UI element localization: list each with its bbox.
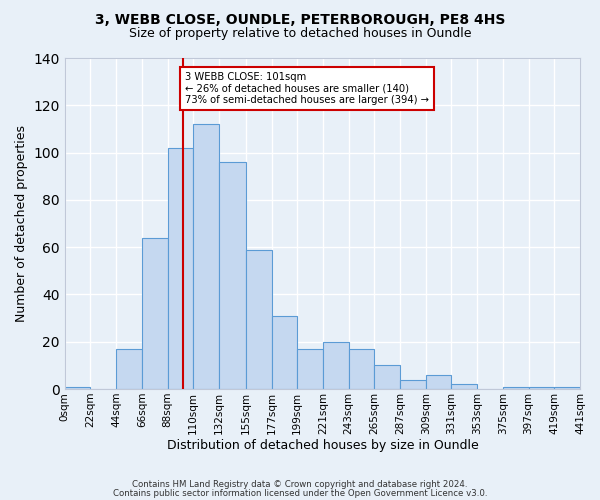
Bar xyxy=(349,349,374,389)
Bar xyxy=(323,342,349,389)
Bar xyxy=(142,238,167,389)
Bar xyxy=(529,386,554,389)
Bar xyxy=(246,250,272,389)
Bar xyxy=(167,148,193,389)
Bar xyxy=(219,162,246,389)
Bar xyxy=(451,384,477,389)
X-axis label: Distribution of detached houses by size in Oundle: Distribution of detached houses by size … xyxy=(167,440,478,452)
Text: 3, WEBB CLOSE, OUNDLE, PETERBOROUGH, PE8 4HS: 3, WEBB CLOSE, OUNDLE, PETERBOROUGH, PE8… xyxy=(95,12,505,26)
Text: 3 WEBB CLOSE: 101sqm
← 26% of detached houses are smaller (140)
73% of semi-deta: 3 WEBB CLOSE: 101sqm ← 26% of detached h… xyxy=(185,72,429,106)
Bar xyxy=(116,349,142,389)
Bar xyxy=(426,375,451,389)
Bar xyxy=(503,386,529,389)
Text: Size of property relative to detached houses in Oundle: Size of property relative to detached ho… xyxy=(129,28,471,40)
Bar xyxy=(374,366,400,389)
Bar xyxy=(554,386,580,389)
Y-axis label: Number of detached properties: Number of detached properties xyxy=(15,125,28,322)
Bar xyxy=(400,380,426,389)
Bar xyxy=(272,316,297,389)
Text: Contains HM Land Registry data © Crown copyright and database right 2024.: Contains HM Land Registry data © Crown c… xyxy=(132,480,468,489)
Bar xyxy=(65,386,91,389)
Bar xyxy=(297,349,323,389)
Bar xyxy=(193,124,219,389)
Text: Contains public sector information licensed under the Open Government Licence v3: Contains public sector information licen… xyxy=(113,490,487,498)
